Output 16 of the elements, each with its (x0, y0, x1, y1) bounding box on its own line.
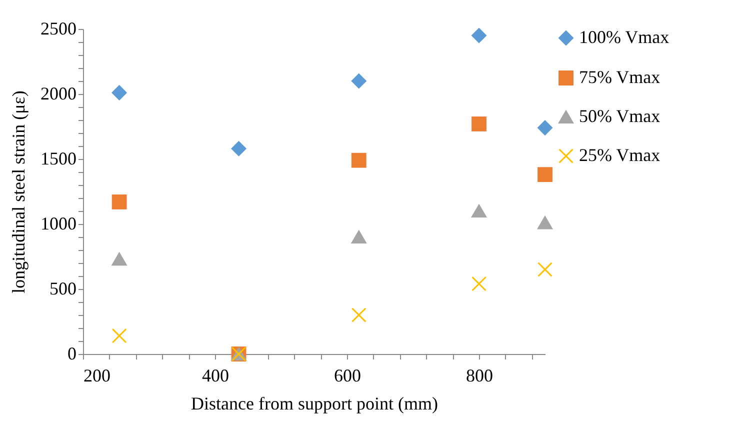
y-tick-label: 0 (68, 344, 76, 364)
x-tick-label: 200 (84, 366, 110, 386)
y-tick-label: 2000 (40, 84, 76, 104)
y-tick-label: 1000 (40, 214, 76, 234)
y-tick-label: 1500 (40, 148, 76, 168)
x-axis-title: Distance from support point (mm) (191, 394, 438, 414)
legend-label: 100% Vmax (579, 27, 670, 47)
y-tick-label: 500 (50, 278, 76, 298)
legend-label: 75% Vmax (579, 67, 660, 87)
y-axis-title: longitudinal steel strain (με) (8, 90, 28, 294)
x-tick-label: 600 (334, 366, 361, 386)
y-tick-label: 2500 (40, 18, 76, 38)
legend-label: 50% Vmax (579, 106, 660, 126)
x-tick-label: 800 (466, 366, 493, 386)
legend-label: 25% Vmax (579, 145, 660, 165)
x-tick-label: 400 (202, 366, 229, 386)
